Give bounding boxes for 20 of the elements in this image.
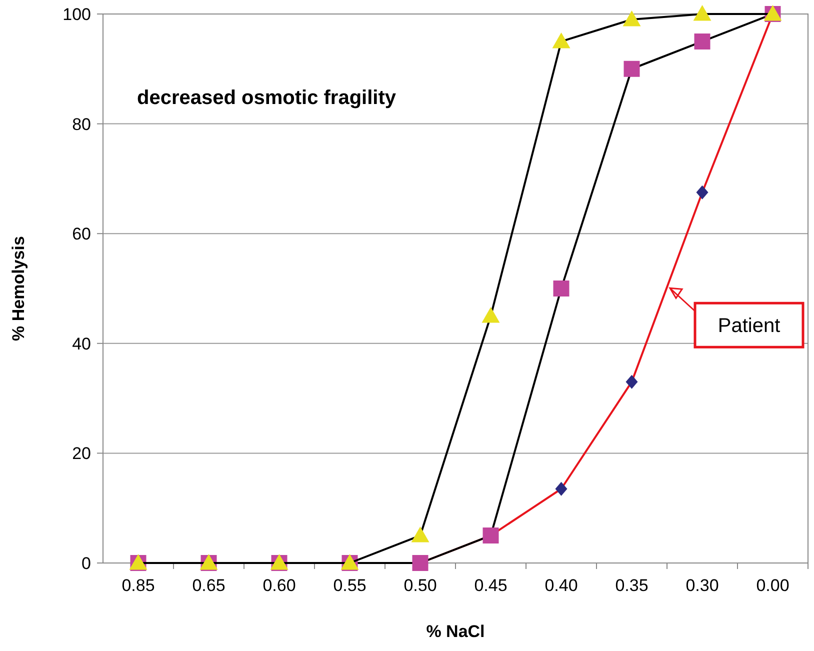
x-tick-label: 0.50 bbox=[404, 576, 437, 595]
x-tick-label: 0.45 bbox=[474, 576, 508, 595]
annotation: decreased osmotic fragility bbox=[137, 87, 397, 109]
y-tick-label: 80 bbox=[72, 114, 91, 134]
y-tick-label: 100 bbox=[62, 5, 91, 24]
y-axis-title: % Hemolysis bbox=[9, 236, 28, 341]
x-tick-label: 0.35 bbox=[615, 576, 648, 595]
x-tick-label: 0.30 bbox=[686, 576, 719, 595]
y-tick-label: 0 bbox=[82, 554, 91, 573]
x-axis-title: % NaCl bbox=[426, 622, 485, 641]
x-tick-label: 0.85 bbox=[122, 576, 155, 595]
x-tick-label: 0.55 bbox=[333, 576, 366, 595]
x-tick-label: 0.65 bbox=[192, 576, 226, 595]
x-tick-label: 0.00 bbox=[756, 576, 790, 595]
x-tick-label: 0.60 bbox=[262, 576, 296, 595]
x-tick-label: 0.40 bbox=[544, 576, 578, 595]
y-tick-label: 40 bbox=[72, 334, 91, 354]
text: Patient bbox=[718, 315, 781, 338]
y-tick-label: 60 bbox=[72, 224, 91, 244]
y-tick-label: 20 bbox=[72, 444, 91, 464]
